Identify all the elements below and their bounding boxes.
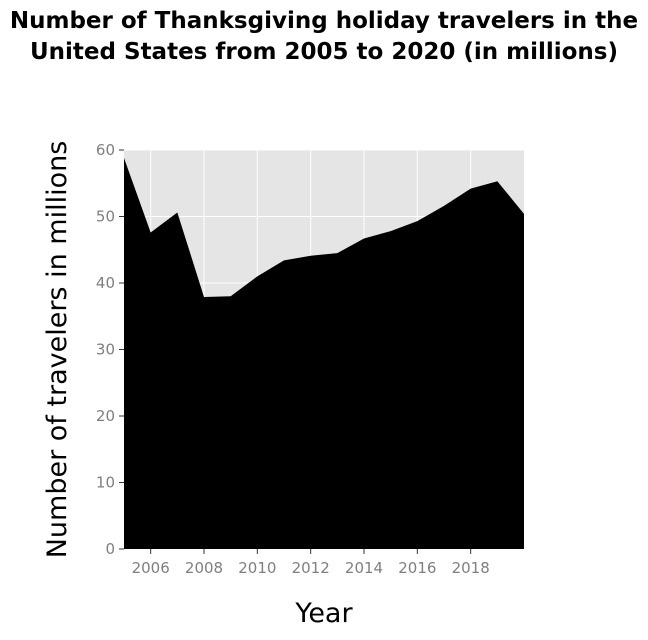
y-tick-label: 60	[96, 141, 115, 159]
y-axis-ticks: 0 10 20 30 40 50 60	[96, 141, 124, 558]
x-tick-label: 2018	[452, 559, 490, 577]
y-tick-label: 0	[105, 540, 115, 558]
chart-title: Number of Thanksgiving holiday travelers…	[9, 8, 639, 65]
x-tick-label: 2016	[398, 559, 436, 577]
y-tick-label: 20	[96, 407, 115, 425]
y-tick-label: 10	[96, 474, 115, 492]
series-area-fill	[124, 157, 524, 550]
x-tick-label: 2008	[185, 559, 223, 577]
x-tick-label: 2010	[238, 559, 276, 577]
x-tick-label: 2012	[292, 559, 330, 577]
x-tick-label: 2014	[345, 559, 383, 577]
x-axis-title: Year	[294, 598, 353, 629]
y-axis-title: Number of travelers in millions	[42, 141, 73, 559]
y-tick-label: 40	[96, 274, 115, 292]
series-area	[124, 157, 524, 550]
x-axis-ticks: 2006 2008 2010 2012 2014 2016 2018	[132, 549, 490, 577]
y-tick-label: 30	[96, 341, 115, 359]
x-tick-label: 2006	[132, 559, 170, 577]
y-tick-label: 50	[96, 208, 115, 226]
